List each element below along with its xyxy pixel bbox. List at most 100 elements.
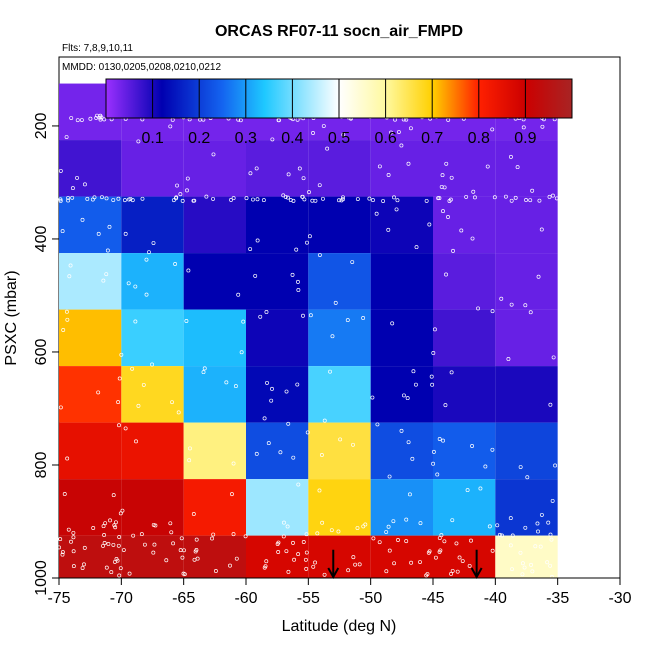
sample-point xyxy=(464,194,469,199)
heatmap-cell xyxy=(308,253,371,310)
sample-point xyxy=(545,560,550,565)
sample-point xyxy=(97,115,102,120)
sample-point xyxy=(75,175,79,180)
sample-point xyxy=(180,198,185,203)
sample-point xyxy=(150,362,155,367)
sample-point xyxy=(229,492,234,497)
sample-point xyxy=(439,184,444,189)
colorbar-tick-label: 0.5 xyxy=(328,130,350,147)
sample-point xyxy=(528,198,533,203)
sample-point xyxy=(295,279,300,284)
sample-point xyxy=(58,405,63,410)
sample-point xyxy=(66,195,71,200)
sample-point xyxy=(540,124,545,129)
heatmap-cell xyxy=(495,535,558,578)
sample-point xyxy=(392,561,397,566)
sample-point xyxy=(90,197,95,202)
sample-point xyxy=(361,316,366,320)
sample-point xyxy=(210,536,214,541)
sample-point xyxy=(317,183,322,188)
sample-point xyxy=(114,520,118,525)
sample-point xyxy=(82,562,86,567)
sample-point xyxy=(123,231,128,236)
sample-point xyxy=(202,366,207,371)
sample-point xyxy=(179,536,184,541)
sample-point xyxy=(427,222,432,227)
sample-point xyxy=(405,396,410,401)
heatmap-cell xyxy=(433,479,496,536)
sample-point xyxy=(355,197,360,202)
sample-point xyxy=(71,564,76,569)
sample-point xyxy=(284,549,289,554)
sample-point xyxy=(515,165,520,170)
sample-point xyxy=(518,550,523,555)
sample-point xyxy=(437,437,442,441)
sample-point xyxy=(60,229,65,234)
sample-point xyxy=(533,544,538,549)
heatmap-cell xyxy=(183,366,246,423)
sample-point xyxy=(450,518,455,523)
sample-point xyxy=(418,560,422,565)
heatmap-cell xyxy=(183,253,246,310)
heatmap-cell xyxy=(495,479,558,536)
heatmap-cell xyxy=(246,479,309,536)
sample-point xyxy=(70,195,75,200)
sample-point xyxy=(80,566,85,570)
sample-point xyxy=(175,183,179,188)
sample-point xyxy=(117,535,122,539)
sample-point xyxy=(483,464,488,469)
sample-point xyxy=(529,562,533,567)
sonde-arrow-head xyxy=(327,567,340,580)
y-tick-label: 400 xyxy=(33,226,50,253)
heatmap-cell xyxy=(121,253,184,310)
heatmap-cell xyxy=(495,309,558,367)
sample-point xyxy=(82,545,87,550)
heatmap-cells xyxy=(59,83,558,578)
sample-point xyxy=(439,533,444,538)
sample-point xyxy=(98,117,103,122)
sample-point xyxy=(96,231,101,236)
sample-point xyxy=(449,571,454,576)
sample-point xyxy=(350,260,355,264)
sample-point xyxy=(283,194,288,199)
sample-point xyxy=(102,533,107,537)
sample-point xyxy=(396,538,400,542)
sample-point xyxy=(231,196,236,201)
sample-point xyxy=(70,186,75,191)
heatmap-cell xyxy=(370,309,433,367)
sample-point xyxy=(117,376,122,381)
sample-point xyxy=(455,569,460,574)
y-tick-label: 200 xyxy=(33,112,50,139)
sample-point xyxy=(211,196,215,201)
sample-point xyxy=(394,207,399,212)
sample-point xyxy=(370,395,375,400)
sample-point xyxy=(330,334,335,339)
colorbar-ticks: 0.1 0.2 0.3 0.4 0.5 0.6 0.7 0.8 0.9 xyxy=(141,79,537,147)
sample-point xyxy=(194,537,199,542)
heatmap-cell xyxy=(370,253,433,310)
sample-point xyxy=(254,451,259,456)
heatmap-cell xyxy=(433,253,496,310)
heatmap-cell xyxy=(121,366,184,423)
sample-point xyxy=(325,146,330,151)
heatmap-cell xyxy=(59,535,122,578)
sample-point xyxy=(554,196,559,201)
sample-point xyxy=(522,565,527,570)
x-tick-label: -60 xyxy=(234,590,257,607)
sample-point xyxy=(276,118,281,123)
heatmap-cell xyxy=(59,366,122,423)
x-tick-label: -35 xyxy=(546,590,569,607)
sample-point xyxy=(351,442,355,447)
sample-point xyxy=(524,198,528,202)
heatmap-cell xyxy=(183,309,246,367)
sample-point xyxy=(146,250,151,255)
sample-point xyxy=(142,542,147,547)
sample-point xyxy=(113,525,118,530)
sample-point xyxy=(377,540,382,545)
sample-point xyxy=(170,400,174,405)
sample-point xyxy=(553,463,558,468)
heatmap-cell xyxy=(121,535,184,578)
sample-point xyxy=(71,530,76,535)
sample-point xyxy=(329,528,334,533)
heatmap-cell xyxy=(370,535,433,578)
